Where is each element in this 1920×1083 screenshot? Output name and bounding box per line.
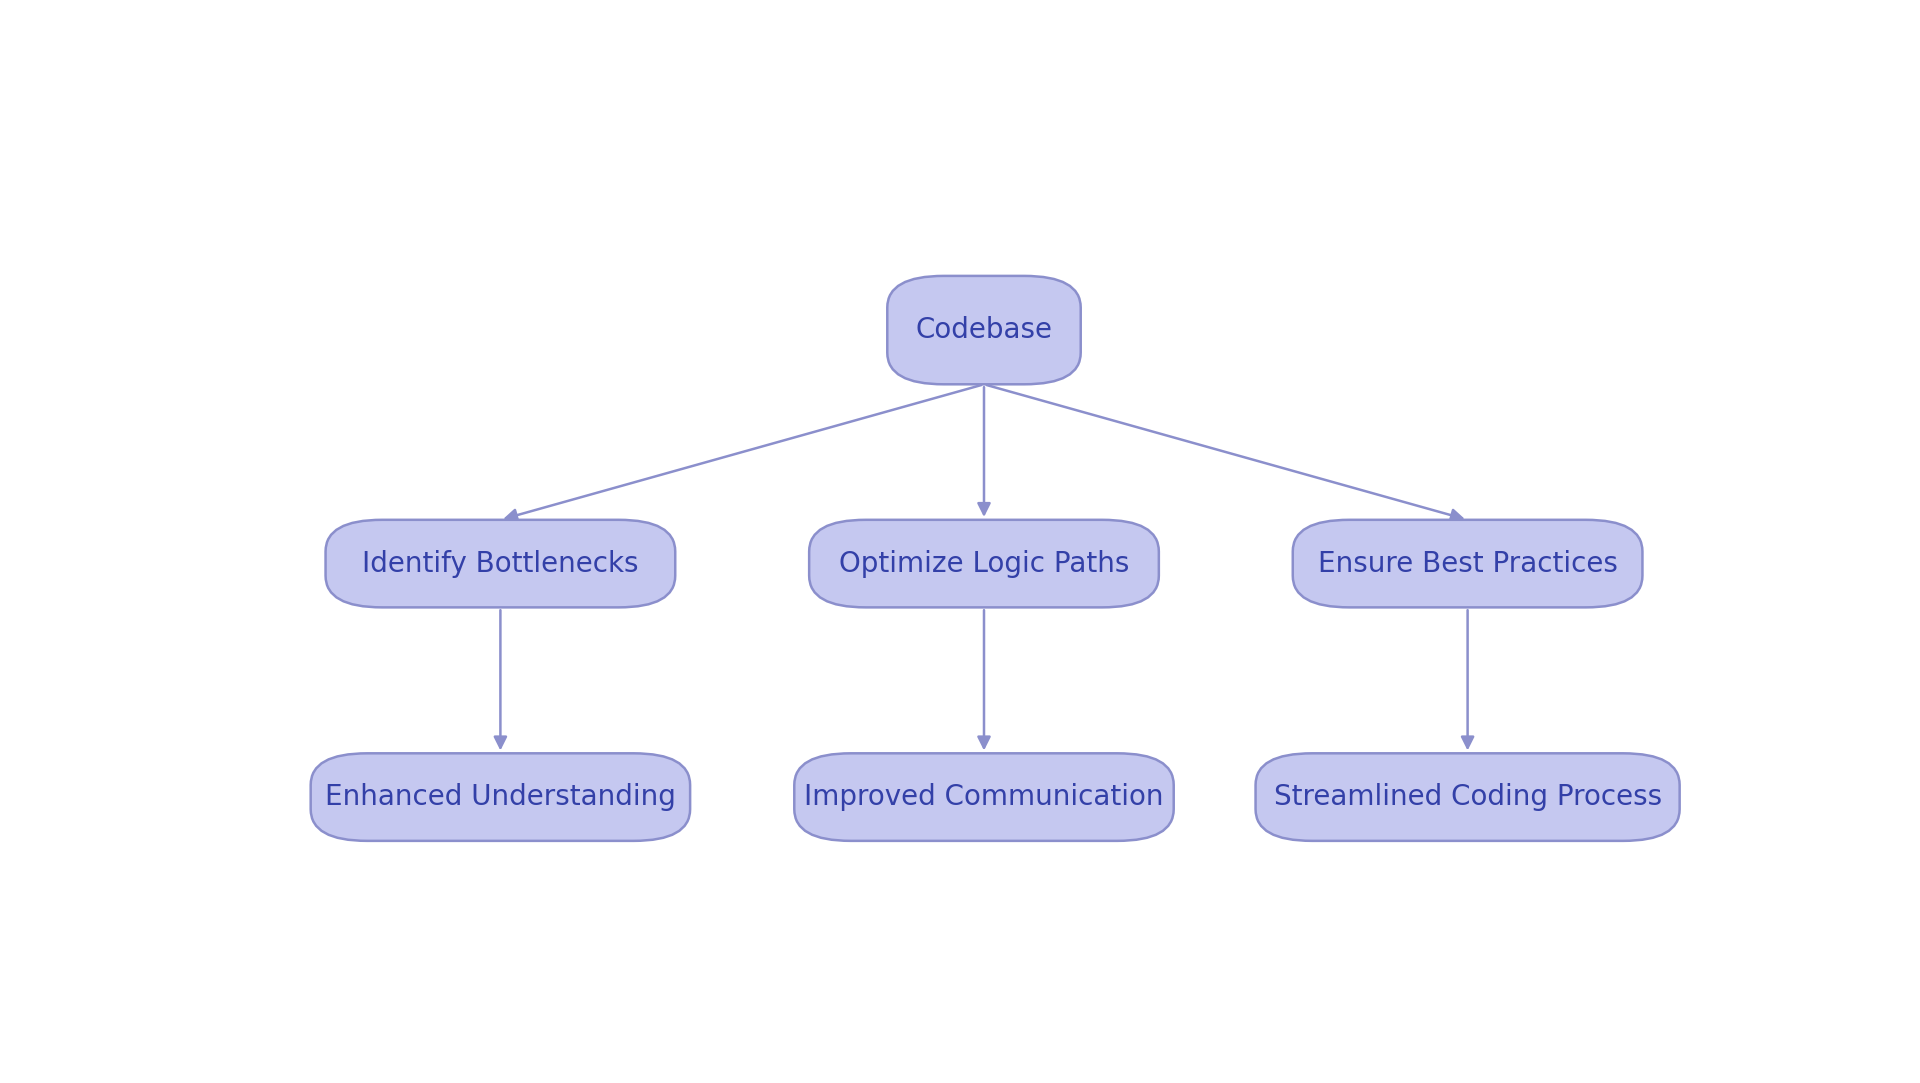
- Text: Improved Communication: Improved Communication: [804, 783, 1164, 811]
- FancyBboxPatch shape: [795, 754, 1173, 840]
- FancyBboxPatch shape: [311, 754, 689, 840]
- FancyBboxPatch shape: [1256, 754, 1680, 840]
- Text: Ensure Best Practices: Ensure Best Practices: [1317, 549, 1617, 577]
- Text: Enhanced Understanding: Enhanced Understanding: [324, 783, 676, 811]
- FancyBboxPatch shape: [808, 520, 1160, 608]
- Text: Streamlined Coding Process: Streamlined Coding Process: [1273, 783, 1661, 811]
- Text: Optimize Logic Paths: Optimize Logic Paths: [839, 549, 1129, 577]
- FancyBboxPatch shape: [887, 276, 1081, 384]
- FancyBboxPatch shape: [326, 520, 676, 608]
- FancyBboxPatch shape: [1292, 520, 1642, 608]
- Text: Codebase: Codebase: [916, 316, 1052, 344]
- Text: Identify Bottlenecks: Identify Bottlenecks: [363, 549, 639, 577]
